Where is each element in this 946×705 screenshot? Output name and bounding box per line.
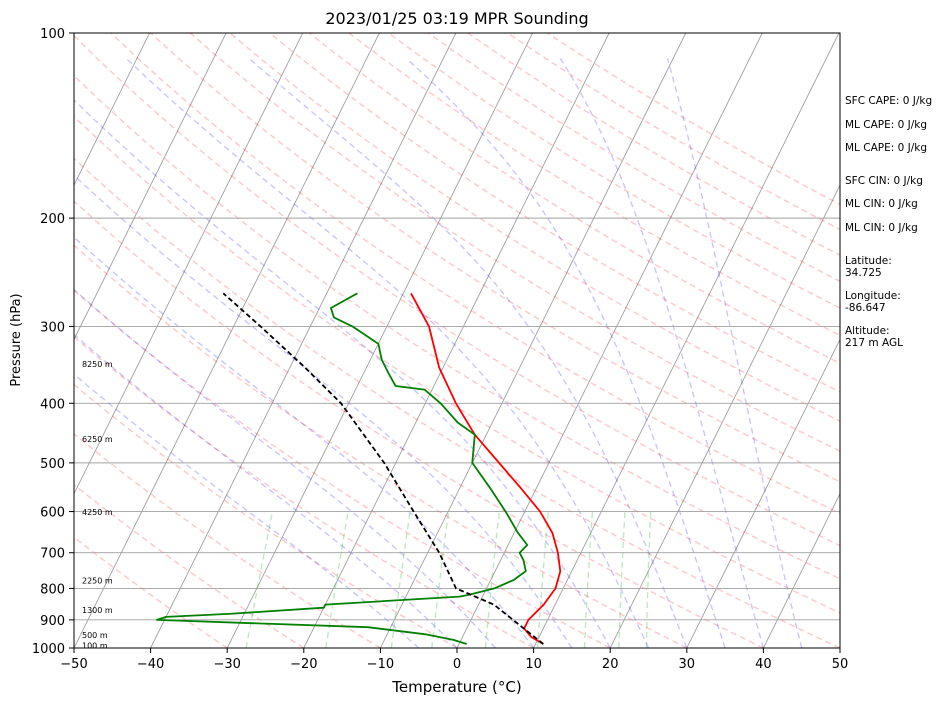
dry-adiabat-line xyxy=(110,33,840,515)
isotherm-line xyxy=(609,184,840,648)
isotherm-line xyxy=(74,33,150,187)
isotherm-line xyxy=(533,33,840,648)
x-tick-label: −40 xyxy=(137,657,164,672)
y-tick-label: 500 xyxy=(40,457,65,472)
info-sfc-cape: SFC CAPE: 0 J/kg xyxy=(845,95,933,107)
isotherm-line xyxy=(303,33,610,648)
height-label: 6250 m xyxy=(82,435,113,444)
y-tick-label: 200 xyxy=(40,212,65,227)
dry-adiabat-line xyxy=(348,33,840,337)
dry-adiabat-line xyxy=(74,74,840,580)
isotherm-line xyxy=(74,33,304,495)
mixing-ratio-line xyxy=(431,511,450,648)
height-label: 100 m xyxy=(82,641,108,650)
moist-adiabat-line xyxy=(74,236,535,648)
info-altitude: Altitude: 217 m AGL xyxy=(845,325,903,349)
x-tick-label: 50 xyxy=(832,657,849,672)
mixing-ratio-line xyxy=(245,511,274,648)
y-axis-label: Pressure (hPa) xyxy=(9,293,24,386)
info-latitude: Latitude: 34.725 xyxy=(845,255,892,279)
x-tick-label: 0 xyxy=(453,657,461,672)
x-tick-label: −30 xyxy=(213,657,240,672)
dry-adiabat-line xyxy=(74,157,840,648)
x-tick-label: −50 xyxy=(60,657,87,672)
dry-adiabat-line xyxy=(74,34,840,547)
dry-adiabat-line xyxy=(74,536,228,648)
isotherm-line xyxy=(456,33,763,648)
dewpoint-profile-line xyxy=(156,292,529,645)
y-axis-ticks: 100 200 300 400 500 600 700 800 900 1000 xyxy=(32,27,74,657)
moist-adiabat-line xyxy=(74,288,496,648)
dry-adiabat-line xyxy=(74,115,840,614)
moist-adiabat-line xyxy=(74,174,573,648)
x-axis-ticks: −50 −40 −30 −20 −10 0 10 20 30 40 50 xyxy=(60,648,848,672)
parcel-profile-line xyxy=(222,292,544,645)
moist-adiabat-line xyxy=(248,57,688,648)
mixing-ratio-line xyxy=(645,511,652,648)
profile-series xyxy=(156,292,562,645)
dry-adiabat-line xyxy=(74,289,611,648)
y-tick-label: 900 xyxy=(40,614,65,629)
x-axis-label: Temperature (°C) xyxy=(391,678,521,696)
y-tick-label: 800 xyxy=(40,582,65,597)
temperature-profile-line xyxy=(410,292,562,645)
x-tick-label: −10 xyxy=(367,657,394,672)
y-tick-label: 700 xyxy=(40,547,65,562)
x-tick-label: 30 xyxy=(679,657,696,672)
y-tick-label: 100 xyxy=(40,27,65,42)
isotherm-line xyxy=(74,33,380,648)
mixing-ratio-line xyxy=(390,511,411,648)
isotherm-line xyxy=(150,33,457,648)
isotherm-line xyxy=(74,33,227,341)
background-lines xyxy=(74,33,840,648)
isotherm-line xyxy=(379,33,687,648)
height-label: 4250 m xyxy=(82,508,113,517)
isotherm-line xyxy=(762,492,840,648)
x-tick-label: 20 xyxy=(602,657,619,672)
info-ml-cape-1: ML CAPE: 0 J/kg xyxy=(845,119,928,131)
isotherm-line xyxy=(686,338,840,648)
dry-adiabat-line xyxy=(74,432,381,648)
x-tick-label: 40 xyxy=(755,657,772,672)
height-label: 2250 m xyxy=(82,577,113,586)
info-ml-cape-2: ML CAPE: 0 J/kg xyxy=(845,142,928,154)
dry-adiabat-line xyxy=(74,244,688,648)
height-label: 500 m xyxy=(82,631,108,640)
info-ml-cin-2: ML CIN: 0 J/kg xyxy=(845,222,918,234)
mixing-ratio-line xyxy=(618,511,626,648)
y-tick-label: 300 xyxy=(40,320,65,335)
dry-adiabat-line xyxy=(74,383,458,648)
chart-title: 2023/01/25 03:19 MPR Sounding xyxy=(325,9,588,28)
pressure-gridlines xyxy=(74,32,840,649)
info-longitude: Longitude: -86.647 xyxy=(845,290,901,314)
info-sfc-cin: SFC CIN: 0 J/kg xyxy=(845,175,923,187)
mixing-ratio-line xyxy=(536,511,549,648)
moist-adiabat-line xyxy=(666,58,803,648)
dry-adiabat-line xyxy=(388,33,840,309)
info-ml-cin-1: ML CIN: 0 J/kg xyxy=(845,198,918,210)
x-tick-label: 10 xyxy=(525,657,542,672)
y-tick-label: 600 xyxy=(40,506,65,521)
dry-adiabat-line xyxy=(189,33,840,452)
y-tick-label: 1000 xyxy=(32,642,65,657)
moist-adiabat-line xyxy=(406,57,726,648)
height-label: 1300 m xyxy=(82,606,113,615)
dry-adiabat-line xyxy=(229,33,840,422)
isotherm-line xyxy=(226,33,533,648)
plot-frame xyxy=(73,32,841,649)
moist-adiabat-line xyxy=(559,58,765,648)
dry-adiabat-line xyxy=(74,335,534,648)
height-label: 8250 m xyxy=(82,360,113,369)
moist-adiabat-line xyxy=(74,373,420,648)
moist-adiabat-line xyxy=(74,333,458,648)
x-tick-label: −20 xyxy=(290,657,317,672)
y-tick-label: 400 xyxy=(40,397,65,412)
